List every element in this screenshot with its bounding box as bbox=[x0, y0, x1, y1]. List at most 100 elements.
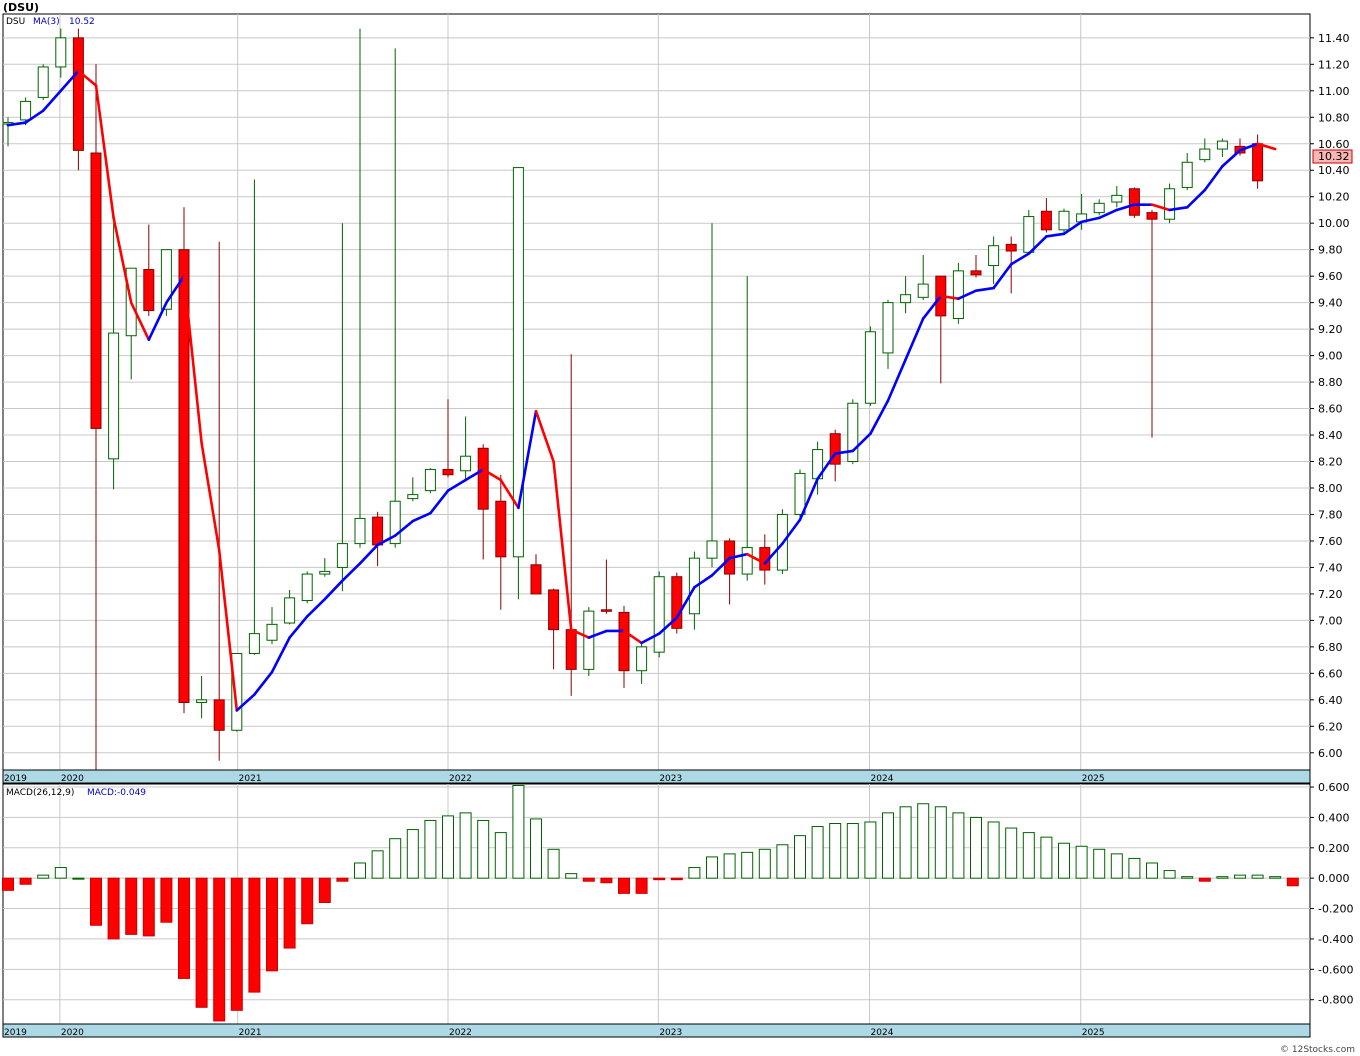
ma-segment-up bbox=[411, 511, 432, 523]
y-tick-label: 9.20 bbox=[1318, 323, 1343, 336]
candle-body-down bbox=[829, 433, 841, 465]
ma-segment-down bbox=[200, 441, 221, 552]
last-price-value: 10.32 bbox=[1318, 150, 1350, 163]
ma-segment-down bbox=[622, 629, 643, 645]
macd-bar-positive bbox=[811, 826, 824, 879]
macd-bar-positive bbox=[459, 812, 472, 879]
macd-bar-negative bbox=[635, 877, 648, 894]
ma-segment-up bbox=[147, 301, 168, 342]
y-tick-label: 10.60 bbox=[1318, 138, 1350, 151]
ma-segment-down bbox=[499, 478, 520, 510]
macd-bar-positive bbox=[1110, 853, 1123, 879]
candle-bodies bbox=[2, 37, 1264, 731]
ma-segment-up bbox=[851, 432, 872, 453]
y-tick-label: 9.40 bbox=[1318, 297, 1343, 310]
macd-bar-positive bbox=[389, 838, 402, 879]
macd-bar-positive bbox=[899, 806, 912, 879]
macd-bar-positive bbox=[1005, 827, 1018, 879]
ma-segment-up bbox=[1027, 235, 1048, 255]
ma-segment-up bbox=[1115, 203, 1136, 212]
macd-bar-positive bbox=[406, 829, 419, 879]
ma-segment-up bbox=[675, 585, 696, 620]
candle-body-up bbox=[988, 245, 1000, 267]
ma-segment-up bbox=[446, 478, 467, 492]
candle-body-up bbox=[108, 332, 120, 460]
last-price-marker bbox=[1312, 149, 1353, 164]
candle-body-down bbox=[548, 589, 560, 631]
macd-bar-positive bbox=[1022, 832, 1035, 879]
macd-bar-positive bbox=[1093, 848, 1106, 879]
macd-bar-positive bbox=[1181, 876, 1194, 879]
y-tick-label: 0.000 bbox=[1318, 872, 1350, 885]
ma-segment-up bbox=[957, 289, 978, 300]
ma-segment-up bbox=[464, 468, 485, 482]
ma-segment-up bbox=[59, 69, 80, 93]
macd-bar-positive bbox=[706, 856, 718, 879]
macd-bars bbox=[2, 785, 1299, 1022]
macd-bar-positive bbox=[1075, 845, 1088, 879]
macd-bar-positive bbox=[688, 867, 701, 879]
candle-body-up bbox=[336, 543, 348, 568]
ma-segment-up bbox=[393, 519, 415, 537]
macd-bar-negative bbox=[107, 877, 120, 940]
x-axis-year-label: 2024 bbox=[871, 774, 894, 784]
macd-bar-positive bbox=[477, 819, 490, 879]
macd-bar-positive bbox=[794, 835, 806, 879]
macd-bar-positive bbox=[846, 822, 859, 879]
ma-segment-down bbox=[182, 274, 203, 445]
macd-bar-positive bbox=[864, 821, 877, 879]
macd-bar-positive bbox=[1251, 874, 1264, 879]
candle-body-up bbox=[1164, 188, 1176, 220]
legend-ma-value: 10.52 bbox=[69, 17, 95, 27]
ma-segment-down bbox=[77, 69, 98, 87]
x-axis-year-label: 2023 bbox=[659, 774, 682, 784]
macd-bar-negative bbox=[582, 877, 595, 882]
macd-bar-negative bbox=[653, 877, 666, 881]
macd-bar-negative bbox=[2, 877, 14, 891]
candle-body-up bbox=[319, 570, 331, 575]
y-tick-label: 6.40 bbox=[1318, 694, 1343, 707]
candle-body-up bbox=[706, 540, 718, 559]
ma-segment-up bbox=[833, 449, 855, 455]
y-tick-label: 10.40 bbox=[1318, 164, 1350, 177]
ma-segment-up bbox=[288, 615, 309, 639]
candle-body-up bbox=[864, 331, 876, 404]
candle-body-down bbox=[1040, 210, 1052, 231]
ma-segment-up bbox=[1168, 206, 1189, 212]
macd-legend-label: MACD(26,12,9) bbox=[6, 788, 74, 798]
ma-segment-up bbox=[24, 109, 45, 124]
candle-body-down bbox=[477, 447, 489, 510]
price-grid bbox=[3, 14, 1310, 770]
x-axis-year-label: 2024 bbox=[871, 1028, 894, 1038]
macd-bar-negative bbox=[230, 877, 243, 1011]
ma-segment-up bbox=[869, 399, 890, 436]
y-tick-label: 11.00 bbox=[1318, 85, 1350, 98]
y-tick-label: 8.60 bbox=[1318, 403, 1343, 416]
candle-body-up bbox=[196, 699, 208, 703]
candle-body-up bbox=[389, 500, 401, 545]
macd-bar-positive bbox=[54, 867, 67, 879]
macd-bar-positive bbox=[1269, 876, 1282, 879]
macd-bar-negative bbox=[160, 877, 173, 923]
candle-body-up bbox=[900, 294, 912, 304]
ma-segment-down bbox=[112, 216, 133, 304]
candle-body-down bbox=[72, 37, 84, 151]
x-axis-year-label: 2022 bbox=[449, 1028, 472, 1038]
candle-body-up bbox=[917, 283, 929, 298]
ma-segment-up bbox=[798, 477, 819, 522]
price-y-axis: 11.40 11.20 11.00 10.80 10.60 10.40 10.20 10.00… bbox=[1310, 32, 1350, 760]
macd-bar-negative bbox=[248, 877, 261, 993]
ma-segment-down bbox=[745, 552, 767, 565]
x-axis-year-label: 2025 bbox=[1082, 774, 1105, 784]
candle-body-down bbox=[90, 152, 102, 429]
y-tick-label: 10.20 bbox=[1318, 191, 1350, 204]
candle-body-up bbox=[741, 547, 753, 575]
ma-segment-up bbox=[41, 89, 63, 112]
ma-segment-up bbox=[693, 574, 714, 589]
ma-segment-up bbox=[1221, 149, 1242, 168]
x-axis-year-label: 2020 bbox=[61, 1028, 84, 1038]
macd-bar-positive bbox=[1163, 870, 1176, 879]
x-axis-year-label: 2025 bbox=[1082, 1028, 1105, 1038]
candle-body-up bbox=[231, 652, 243, 731]
macd-bar-negative bbox=[142, 877, 155, 937]
